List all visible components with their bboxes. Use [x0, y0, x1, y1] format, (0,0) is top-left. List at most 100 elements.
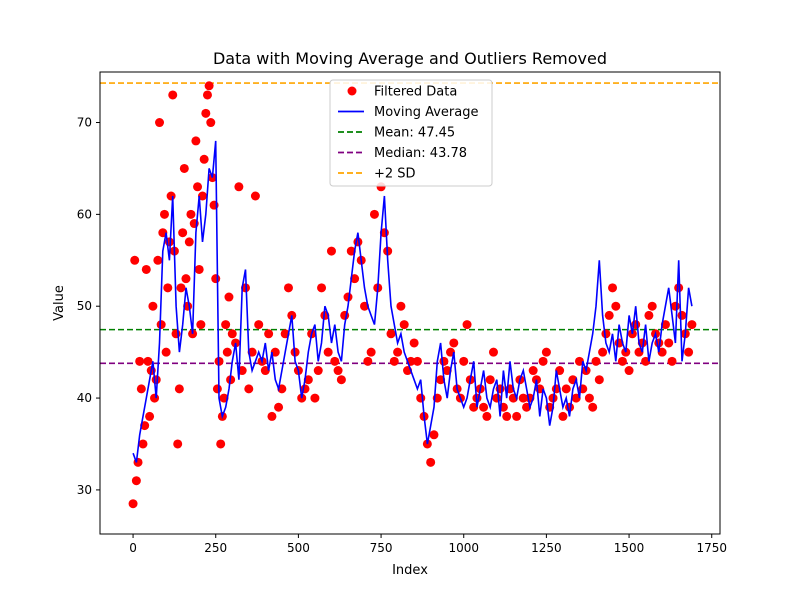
data-point [267, 411, 277, 421]
y-axis-label: Value [52, 285, 67, 321]
data-point [664, 338, 674, 348]
y-tick-label: 40 [77, 391, 92, 405]
data-point [528, 366, 538, 376]
data-point [558, 411, 568, 421]
data-point [488, 347, 498, 357]
moving-average-line [132, 140, 693, 463]
data-point [482, 411, 492, 421]
data-point [244, 384, 254, 394]
data-point [136, 384, 146, 394]
x-tick-label: 750 [370, 541, 393, 555]
chart-title: Data with Moving Average and Outliers Re… [213, 49, 607, 68]
data-point [608, 283, 618, 293]
data-point [479, 402, 489, 412]
data-point [227, 329, 237, 339]
plot-frame [99, 71, 721, 535]
data-point [216, 439, 226, 449]
data-point [310, 393, 320, 403]
data-point [174, 384, 184, 394]
data-point [684, 347, 694, 357]
data-point [202, 90, 212, 100]
x-tick-label: 500 [287, 541, 310, 555]
legend-label: Moving Average [374, 105, 478, 120]
data-point [469, 402, 479, 412]
data-point [148, 301, 158, 311]
data-point [389, 356, 399, 366]
data-point [436, 375, 446, 385]
data-point [193, 182, 203, 192]
legend-label: Median: 43.78 [374, 146, 467, 161]
data-point [184, 237, 194, 247]
data-point [234, 182, 244, 192]
data-point [313, 366, 323, 376]
data-point [657, 347, 667, 357]
data-point [166, 191, 176, 201]
x-tick-label: 1250 [531, 541, 562, 555]
data-point [212, 384, 222, 394]
data-point [155, 118, 165, 128]
data-point [588, 402, 598, 412]
data-point [674, 283, 684, 293]
data-point [502, 411, 512, 421]
data-point [462, 320, 472, 330]
data-point [416, 393, 426, 403]
data-point [518, 393, 528, 403]
data-point [366, 347, 376, 357]
data-point [611, 301, 621, 311]
data-point [201, 108, 211, 118]
data-point [363, 356, 373, 366]
data-point [224, 292, 234, 302]
data-point [594, 375, 604, 385]
data-point [439, 356, 449, 366]
legend-label: +2 SD [374, 167, 416, 182]
x-axis: 0 250 500 750 1000 1250 1500 1750 [129, 534, 727, 555]
data-point [221, 320, 231, 330]
data-point [186, 209, 196, 219]
data-point [541, 347, 551, 357]
data-point [206, 118, 216, 128]
data-point [386, 329, 396, 339]
data-point [143, 356, 153, 366]
data-point [485, 375, 495, 385]
data-point [399, 320, 409, 330]
y-tick-label: 60 [77, 207, 92, 221]
data-point [176, 283, 186, 293]
data-point [323, 347, 333, 357]
data-point [449, 338, 459, 348]
data-point [171, 329, 181, 339]
data-point [396, 301, 406, 311]
x-tick-label: 0 [129, 541, 137, 555]
data-point [687, 320, 697, 330]
data-point [173, 439, 183, 449]
legend-box [329, 79, 493, 187]
x-tick-label: 1500 [614, 541, 645, 555]
data-point [198, 191, 208, 201]
data-point [264, 329, 274, 339]
data-point [181, 274, 191, 284]
data-point [538, 356, 548, 366]
data-point [156, 320, 166, 330]
data-point [561, 384, 571, 394]
data-point [393, 347, 403, 357]
data-point [591, 356, 601, 366]
data-point [670, 301, 680, 311]
data-point [270, 347, 280, 357]
data-point [150, 393, 160, 403]
data-point [199, 154, 209, 164]
data-point [145, 411, 155, 421]
data-point [326, 246, 336, 256]
data-point [343, 292, 353, 302]
data-point [178, 228, 188, 238]
data-point [141, 264, 151, 274]
data-point [601, 329, 611, 339]
data-point [128, 499, 138, 509]
data-point [492, 393, 502, 403]
data-point [369, 209, 379, 219]
moving-average-series [132, 140, 693, 463]
data-point [426, 457, 436, 467]
x-tick-label: 1750 [696, 541, 727, 555]
y-tick-label: 50 [77, 299, 92, 313]
data-point [250, 191, 260, 201]
data-point [151, 375, 161, 385]
